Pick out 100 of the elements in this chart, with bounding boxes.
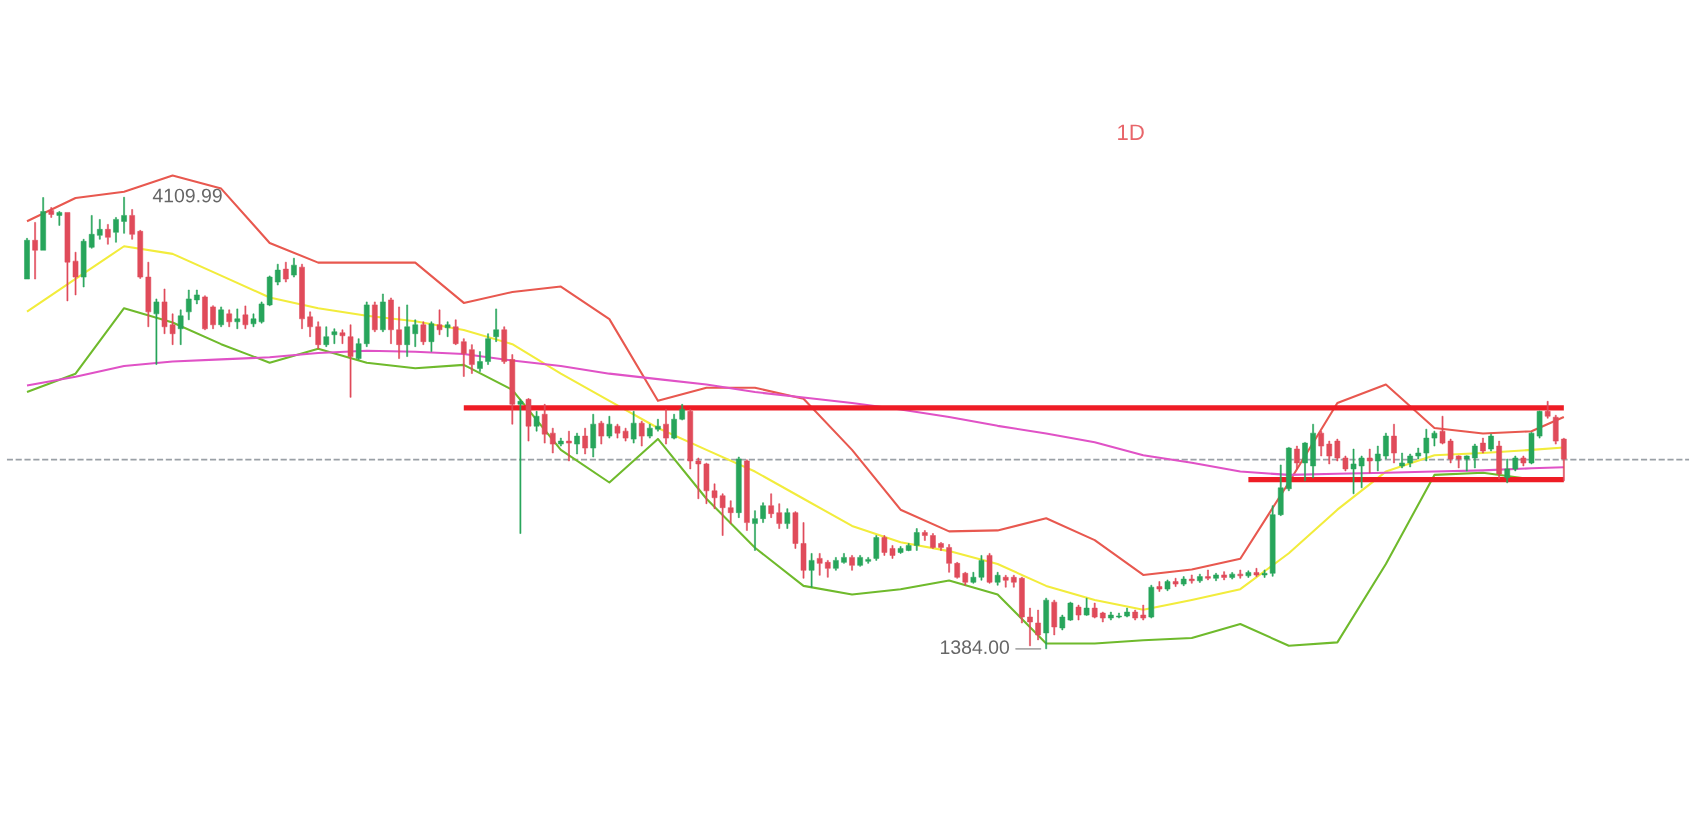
candlestick bbox=[1213, 573, 1219, 582]
candlestick bbox=[1221, 571, 1227, 581]
candlestick bbox=[574, 432, 580, 455]
candlestick bbox=[1197, 573, 1203, 583]
candlestick bbox=[736, 456, 742, 518]
candlestick bbox=[808, 553, 815, 588]
candlestick bbox=[210, 305, 216, 330]
candlestick bbox=[1496, 440, 1502, 480]
candlestick bbox=[1002, 575, 1009, 588]
candlestick bbox=[1253, 568, 1260, 577]
candlestick bbox=[1488, 433, 1494, 452]
candlestick bbox=[1043, 597, 1049, 650]
candlestick bbox=[234, 308, 241, 330]
candlestick bbox=[323, 326, 330, 347]
candlestick bbox=[355, 338, 362, 360]
candlestick bbox=[1132, 609, 1138, 621]
candlestick bbox=[40, 197, 46, 251]
candlestick bbox=[897, 546, 904, 554]
candlestick bbox=[1091, 602, 1098, 619]
candlestick bbox=[962, 572, 969, 586]
candlestick bbox=[436, 309, 443, 336]
candlestick bbox=[1116, 612, 1122, 619]
candlestick bbox=[331, 328, 338, 344]
candlestick bbox=[954, 562, 960, 579]
candlestick bbox=[760, 502, 766, 523]
candlestick bbox=[469, 344, 475, 374]
candlestick bbox=[566, 430, 572, 462]
candlestick bbox=[598, 420, 605, 445]
candlestick bbox=[339, 329, 346, 344]
candlestick bbox=[1520, 455, 1527, 467]
candlestick bbox=[905, 543, 912, 552]
candlestick bbox=[922, 530, 928, 541]
candlestick bbox=[1075, 604, 1082, 621]
candlestick bbox=[1172, 577, 1179, 587]
candlestick bbox=[1011, 575, 1017, 588]
candlestick bbox=[380, 293, 386, 333]
candlestick bbox=[1205, 569, 1211, 581]
candlestick bbox=[1108, 611, 1114, 621]
candlestick bbox=[986, 553, 993, 584]
candlestick bbox=[541, 404, 548, 444]
candlestick bbox=[1148, 584, 1155, 619]
candlestick bbox=[525, 398, 532, 442]
candlestick bbox=[784, 508, 791, 529]
candlestick bbox=[32, 222, 38, 280]
candlestick bbox=[938, 542, 944, 551]
candlestick bbox=[816, 553, 823, 576]
candlestick bbox=[1229, 572, 1235, 580]
candlestick bbox=[1286, 447, 1292, 492]
candlestick bbox=[1552, 414, 1559, 445]
candlestick bbox=[153, 298, 160, 365]
candlestick bbox=[582, 427, 588, 455]
candlestick bbox=[412, 319, 419, 347]
candlestick bbox=[994, 572, 1001, 586]
candlestick bbox=[1019, 577, 1025, 624]
candlestick bbox=[1164, 579, 1171, 591]
candlestick bbox=[1512, 455, 1519, 472]
candlestick bbox=[533, 410, 540, 432]
candlestick bbox=[1544, 401, 1551, 419]
candlestick bbox=[266, 275, 273, 307]
candlestick bbox=[849, 555, 855, 571]
candlestick bbox=[428, 321, 435, 352]
candlestick bbox=[129, 209, 135, 240]
candlestick bbox=[242, 305, 249, 330]
candlestick bbox=[1561, 437, 1567, 482]
candlestick bbox=[1027, 607, 1033, 647]
candlestick bbox=[452, 319, 459, 345]
candlestick bbox=[1399, 452, 1405, 469]
candlestick bbox=[671, 413, 677, 440]
candlestick bbox=[1463, 455, 1470, 472]
candlestick bbox=[1455, 455, 1462, 469]
candlestick bbox=[1366, 448, 1373, 474]
candlestick bbox=[501, 326, 508, 364]
candlestick bbox=[558, 437, 564, 447]
candlestick bbox=[1407, 453, 1413, 468]
candlestick bbox=[841, 553, 847, 564]
annotation: 4109.99 bbox=[152, 188, 222, 203]
candlestick bbox=[1051, 599, 1058, 636]
candlestick bbox=[1237, 569, 1244, 579]
candlestick bbox=[1415, 447, 1422, 460]
candlestick bbox=[606, 415, 613, 439]
candlestick bbox=[744, 459, 750, 531]
candlestick bbox=[865, 557, 872, 564]
candlestick bbox=[24, 238, 30, 280]
candlestick bbox=[655, 418, 661, 432]
candlestick bbox=[274, 263, 281, 286]
candlestick bbox=[768, 493, 774, 518]
candlestick bbox=[1035, 609, 1041, 641]
candlestick bbox=[509, 354, 516, 425]
candlestick bbox=[1140, 604, 1147, 621]
candlestick bbox=[1383, 432, 1389, 460]
candlestick bbox=[1431, 430, 1438, 447]
candlestick bbox=[121, 196, 127, 234]
candlestick bbox=[857, 555, 863, 567]
candlestick bbox=[56, 211, 63, 226]
candlestick bbox=[1480, 437, 1486, 454]
candlestick bbox=[291, 257, 297, 278]
candlestick bbox=[1504, 458, 1511, 484]
candlestick bbox=[913, 528, 920, 551]
candlestick bbox=[1180, 576, 1187, 587]
candlestick bbox=[647, 423, 653, 439]
